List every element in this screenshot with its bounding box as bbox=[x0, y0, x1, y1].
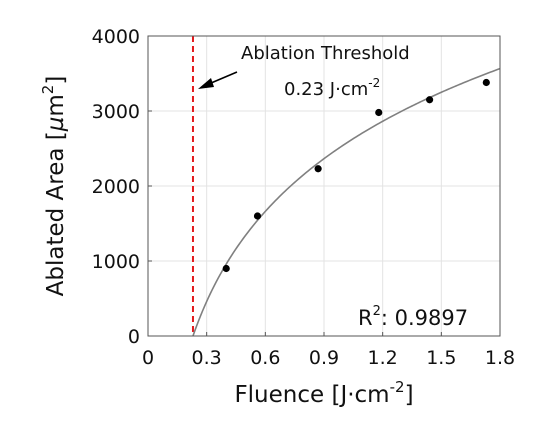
y-axis-label-text: Ablated Area [ bbox=[43, 131, 69, 296]
threshold-title: Ablation Threshold bbox=[241, 43, 410, 64]
y-axis-label-sup: 2 bbox=[39, 85, 57, 95]
y-tick-label: 0 bbox=[128, 326, 140, 348]
y-axis-label: Ablated Area [µm2] bbox=[39, 76, 69, 297]
y-axis-label-unit: m bbox=[43, 94, 69, 116]
threshold-value-sup: -2 bbox=[368, 76, 380, 90]
x-tick-label: 1.5 bbox=[426, 347, 456, 369]
x-axis-label-sup: -2 bbox=[390, 378, 405, 396]
threshold-value: 0.23 J·cm-2 bbox=[284, 76, 380, 100]
y-tick-label: 4000 bbox=[92, 26, 140, 48]
data-point bbox=[426, 96, 434, 104]
x-axis-label-end: ] bbox=[405, 382, 414, 408]
x-tick-label: 0.3 bbox=[192, 347, 222, 369]
data-point bbox=[253, 212, 262, 220]
data-point bbox=[314, 165, 322, 173]
x-tick-label: 0.6 bbox=[250, 347, 280, 369]
x-tick-label: 1.2 bbox=[368, 347, 398, 369]
y-tick-label: 1000 bbox=[92, 251, 140, 273]
y-axis-label-mu: µ bbox=[43, 117, 69, 133]
y-tick-label: 2000 bbox=[92, 176, 140, 198]
threshold-value-text: 0.23 J·cm bbox=[284, 79, 368, 100]
y-axis-label-end: ] bbox=[43, 76, 69, 85]
x-axis-label-text: Fluence [J·cm bbox=[234, 382, 389, 408]
fit-curve-group bbox=[192, 67, 501, 337]
r2-sup: 2 bbox=[373, 304, 381, 319]
threshold-arrow bbox=[198, 71, 238, 89]
r2-label: R2: 0.9897 bbox=[358, 304, 468, 330]
y-tick-label: 3000 bbox=[92, 101, 140, 123]
x-tick-label: 0 bbox=[142, 347, 154, 369]
data-point bbox=[482, 78, 490, 87]
r2-value: : 0.9897 bbox=[381, 306, 468, 330]
r2-letter: R bbox=[358, 306, 373, 330]
axis-ticks: 0 0.3 0.6 0.9 1.2 1.5 1.8 0 1000 2000 3000 4000 bbox=[92, 26, 515, 369]
data-points bbox=[222, 78, 490, 273]
data-point bbox=[375, 108, 383, 117]
x-tick-label: 1.8 bbox=[485, 347, 515, 369]
x-axis-label: Fluence [J·cm-2] bbox=[234, 378, 413, 408]
x-tick-label: 0.9 bbox=[309, 347, 339, 369]
fit-curve bbox=[192, 67, 501, 337]
data-point bbox=[222, 264, 230, 273]
